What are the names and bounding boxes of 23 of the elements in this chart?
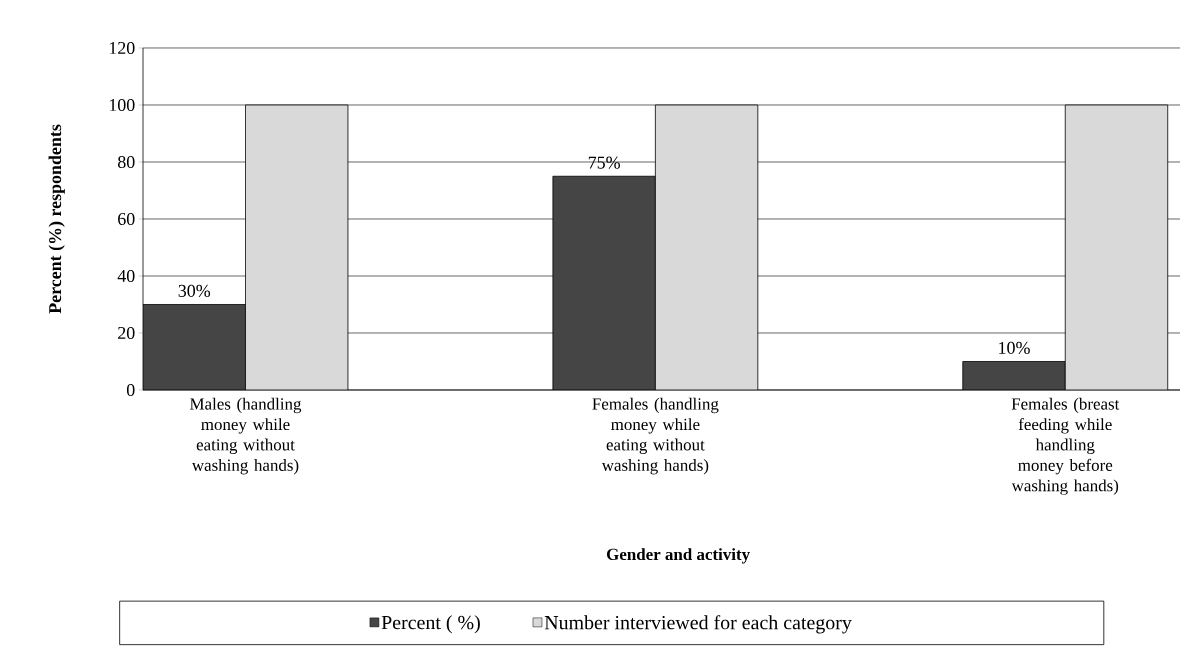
x-axis-title: Gender and activity <box>606 548 750 564</box>
y-tick-label: 120 <box>109 41 135 55</box>
y-tick-label: 60 <box>118 212 135 226</box>
legend-label: Number interviewed for each category <box>544 615 852 634</box>
bar <box>552 176 656 390</box>
y-tick-label: 80 <box>117 155 135 169</box>
bar <box>655 104 758 390</box>
y-tick-label: 0 <box>126 383 135 397</box>
x-tick-label: Males (handling money while eating without washing hands) <box>189 397 302 475</box>
y-tick-label: 20 <box>118 326 135 340</box>
data-label: 30% <box>178 284 211 297</box>
y-axis-title: Percent (%) respondents <box>48 124 65 314</box>
legend-label: Percent ( %) <box>381 615 480 634</box>
bar <box>245 104 348 390</box>
data-label: 10% <box>999 341 1030 354</box>
x-tick-label: Females (handling money while eating without washing hands) <box>592 397 719 475</box>
bar <box>962 361 1066 390</box>
bar <box>1064 104 1169 390</box>
x-tick-label: Females (breast feeding while handling money before washing hands) <box>1011 397 1120 495</box>
data-label: 75% <box>588 156 620 169</box>
y-tick-label: 40 <box>117 269 135 283</box>
y-tick-label: 100 <box>109 98 135 112</box>
bar <box>143 304 246 390</box>
